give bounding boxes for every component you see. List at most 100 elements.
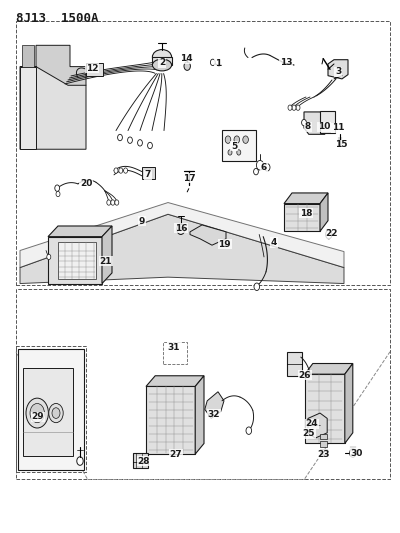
Circle shape xyxy=(47,254,51,260)
Circle shape xyxy=(115,200,119,205)
Circle shape xyxy=(302,119,306,126)
Bar xyxy=(16,346,86,472)
Text: 16: 16 xyxy=(174,224,187,232)
Bar xyxy=(142,167,155,179)
Text: 15: 15 xyxy=(334,141,347,149)
Text: 19: 19 xyxy=(218,240,231,248)
Bar xyxy=(152,57,172,65)
Bar xyxy=(320,449,327,454)
Text: 20: 20 xyxy=(80,180,92,188)
Circle shape xyxy=(107,200,111,205)
Circle shape xyxy=(237,150,241,155)
Circle shape xyxy=(256,160,264,170)
Text: 30: 30 xyxy=(351,449,363,457)
Text: 23: 23 xyxy=(317,450,330,458)
Polygon shape xyxy=(308,413,327,438)
Polygon shape xyxy=(320,193,328,231)
Circle shape xyxy=(254,168,258,175)
Polygon shape xyxy=(20,67,36,149)
Circle shape xyxy=(114,168,118,173)
Text: 31: 31 xyxy=(168,343,180,352)
Polygon shape xyxy=(48,226,112,237)
Text: 10: 10 xyxy=(318,123,330,131)
Text: 17: 17 xyxy=(183,174,196,182)
Circle shape xyxy=(119,168,123,173)
Ellipse shape xyxy=(152,59,172,71)
Circle shape xyxy=(177,224,185,235)
Polygon shape xyxy=(20,67,86,149)
Circle shape xyxy=(264,164,270,171)
Polygon shape xyxy=(305,364,353,374)
Circle shape xyxy=(225,136,231,143)
Text: 8J13  1500A: 8J13 1500A xyxy=(16,12,98,25)
Circle shape xyxy=(148,142,152,149)
Text: 7: 7 xyxy=(145,171,151,179)
Polygon shape xyxy=(328,60,348,79)
Bar xyxy=(18,349,84,470)
Bar xyxy=(86,63,103,76)
Circle shape xyxy=(111,200,115,205)
Bar xyxy=(58,242,96,279)
Circle shape xyxy=(243,136,248,143)
Ellipse shape xyxy=(152,50,172,64)
Text: 6: 6 xyxy=(261,163,267,172)
Circle shape xyxy=(124,168,128,173)
Circle shape xyxy=(296,105,300,110)
Polygon shape xyxy=(22,45,34,67)
Polygon shape xyxy=(284,193,328,204)
Circle shape xyxy=(228,150,232,155)
Polygon shape xyxy=(304,112,325,134)
Polygon shape xyxy=(345,364,353,443)
Text: 21: 21 xyxy=(100,257,112,265)
Circle shape xyxy=(77,457,83,465)
Circle shape xyxy=(292,105,296,110)
Polygon shape xyxy=(190,225,226,245)
Polygon shape xyxy=(20,45,86,85)
Text: 27: 27 xyxy=(170,450,182,458)
Circle shape xyxy=(118,134,122,141)
Bar xyxy=(23,368,73,456)
Circle shape xyxy=(49,403,63,423)
Circle shape xyxy=(55,185,60,191)
Text: 3: 3 xyxy=(335,68,341,76)
Polygon shape xyxy=(20,203,344,268)
Bar xyxy=(320,111,335,133)
Circle shape xyxy=(326,230,332,239)
Text: 24: 24 xyxy=(306,419,318,428)
Circle shape xyxy=(288,105,292,110)
Bar xyxy=(320,441,327,447)
Text: 2: 2 xyxy=(159,59,165,67)
Circle shape xyxy=(30,403,44,423)
Text: 22: 22 xyxy=(325,229,338,238)
Text: 18: 18 xyxy=(300,209,312,217)
Polygon shape xyxy=(284,204,320,231)
Circle shape xyxy=(246,427,252,434)
Polygon shape xyxy=(305,374,345,443)
Polygon shape xyxy=(287,352,302,376)
Bar xyxy=(320,434,327,439)
Circle shape xyxy=(210,59,215,66)
Polygon shape xyxy=(195,376,204,454)
Text: 14: 14 xyxy=(180,54,192,63)
Bar xyxy=(16,21,390,285)
Circle shape xyxy=(128,137,132,143)
Bar xyxy=(163,342,187,364)
Text: 9: 9 xyxy=(139,217,145,225)
Bar xyxy=(222,130,256,161)
Circle shape xyxy=(52,408,60,418)
Text: 26: 26 xyxy=(298,371,311,379)
Text: 29: 29 xyxy=(32,413,44,421)
Text: 5: 5 xyxy=(231,142,237,150)
Bar xyxy=(16,289,390,479)
Polygon shape xyxy=(20,214,344,284)
Text: 11: 11 xyxy=(332,124,344,132)
Text: 12: 12 xyxy=(86,64,98,72)
Text: 13: 13 xyxy=(280,59,292,67)
Circle shape xyxy=(138,140,142,146)
Polygon shape xyxy=(205,392,224,418)
Circle shape xyxy=(234,136,240,143)
Text: 8: 8 xyxy=(305,123,311,131)
Text: 1: 1 xyxy=(215,60,221,68)
Text: 28: 28 xyxy=(138,457,150,465)
Circle shape xyxy=(184,62,190,70)
